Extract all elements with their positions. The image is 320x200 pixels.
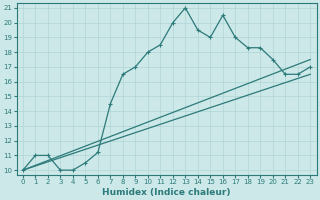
X-axis label: Humidex (Indice chaleur): Humidex (Indice chaleur) (102, 188, 231, 197)
